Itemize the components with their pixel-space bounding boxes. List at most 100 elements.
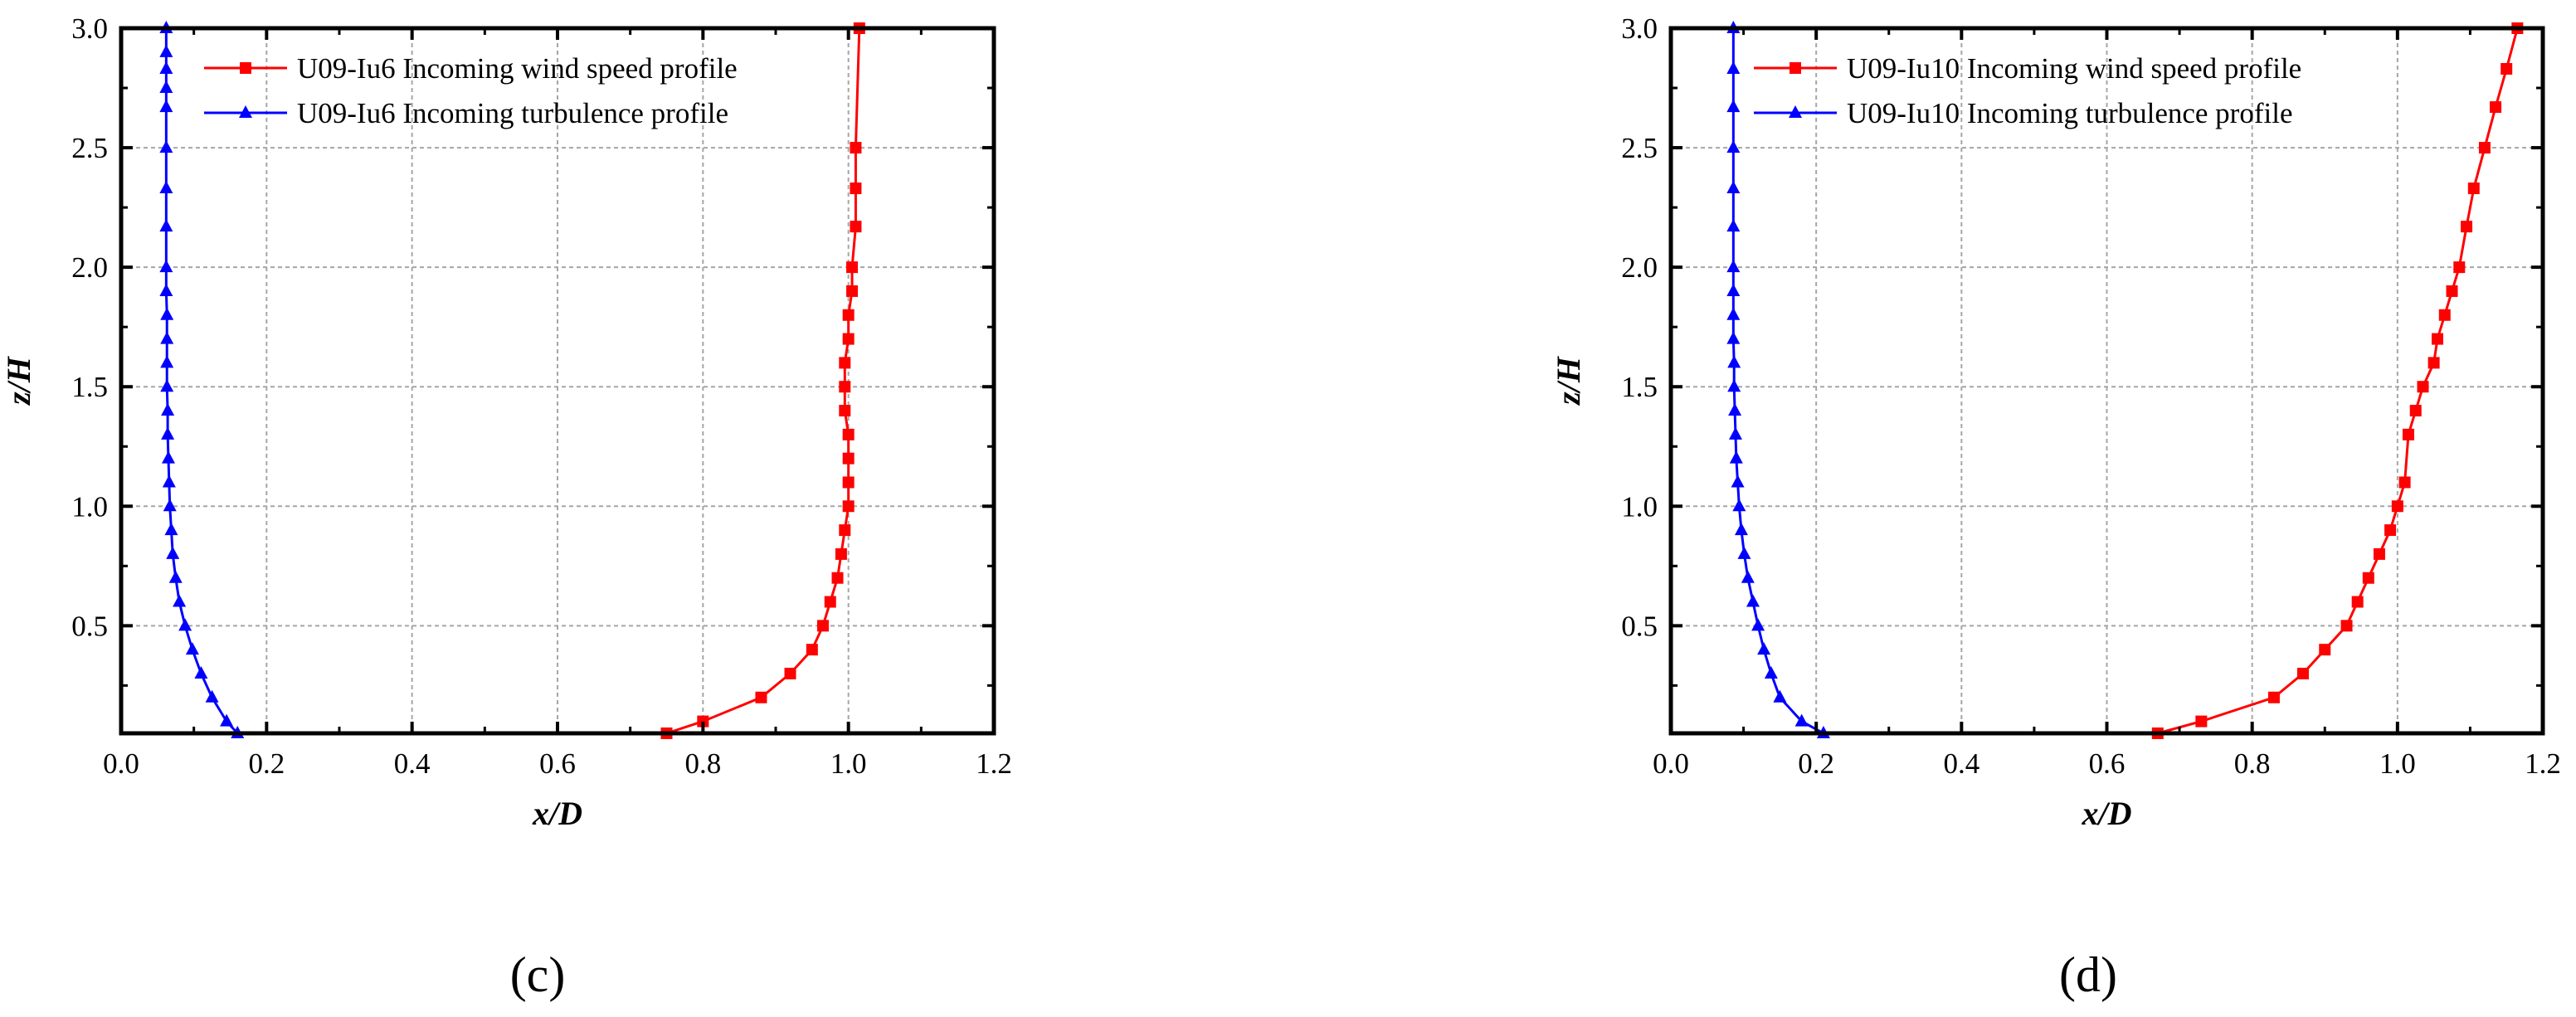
data-point	[1741, 570, 1755, 583]
x-tick-label: 1.0	[830, 747, 867, 780]
legend-marker	[1790, 62, 1801, 74]
data-point	[2296, 667, 2309, 679]
series-line-2	[1731, 28, 1824, 735]
y-tick-label: 1.5	[1621, 371, 1658, 403]
data-point	[839, 405, 851, 417]
y-tick-label: 1.0	[1621, 490, 1658, 523]
chart-panel-2: 0.0 0.2 0.4 0.6 0.8 1.0 1.2 0.5 1.0 1.5 2.0 2.5 3.0 x…	[1550, 12, 2561, 1002]
x-tick-label: 1.2	[976, 747, 1012, 780]
data-point	[2438, 309, 2451, 321]
data-point	[163, 499, 177, 512]
legend-label: U09-Iu6 Incoming wind speed profile	[297, 52, 738, 85]
x-tick-label: 0.2	[248, 747, 285, 780]
data-point	[2351, 596, 2364, 608]
data-point	[159, 283, 173, 296]
y-axis-label: z/H	[1550, 355, 1587, 406]
data-point	[806, 644, 818, 656]
data-point	[850, 142, 862, 154]
data-point	[1729, 450, 1743, 464]
data-point	[842, 452, 855, 465]
data-point	[835, 547, 847, 560]
x-axis-label: x/D	[532, 795, 582, 832]
x-tick-label: 0.0	[103, 747, 139, 780]
x-tick-label: 0.8	[2234, 747, 2271, 780]
legend-label: U09-Iu10 Incoming wind speed profile	[1847, 52, 2301, 85]
data-point	[1726, 307, 1741, 320]
data-point	[2478, 142, 2491, 154]
y-tick-label: 2.0	[71, 251, 108, 284]
data-point	[2461, 221, 2473, 233]
data-point	[816, 620, 829, 632]
data-point	[842, 476, 855, 489]
data-point	[173, 594, 187, 607]
data-point	[850, 182, 862, 195]
data-point	[1751, 618, 1765, 631]
series-line-2	[164, 28, 239, 735]
data-point	[160, 355, 174, 368]
data-point	[842, 500, 855, 513]
y-tick-label: 1.0	[71, 490, 108, 523]
series-line-1	[2157, 27, 2519, 735]
data-point	[161, 450, 175, 464]
data-point	[1734, 523, 1748, 536]
data-point	[784, 667, 796, 679]
data-point	[697, 715, 709, 727]
data-point	[2490, 101, 2502, 114]
panel-label: (d)	[2059, 947, 2117, 1002]
data-point	[842, 309, 855, 321]
data-point	[1726, 61, 1741, 74]
x-axis-label: x/D	[2082, 795, 2132, 832]
data-point	[846, 261, 859, 274]
data-point	[1764, 665, 1778, 679]
data-point	[1726, 181, 1741, 194]
data-point	[824, 596, 836, 608]
data-point	[1726, 260, 1741, 273]
data-point	[159, 44, 173, 57]
data-point	[2373, 547, 2385, 560]
x-tick-label: 0.4	[394, 747, 431, 780]
data-point	[185, 642, 199, 655]
legend-marker	[1789, 105, 1802, 118]
y-tick-label: 0.5	[1621, 610, 1658, 642]
data-point	[1794, 713, 1809, 727]
data-point	[1731, 474, 1745, 488]
data-point	[2340, 620, 2353, 632]
x-tick-label: 1.2	[2525, 747, 2561, 780]
data-point	[842, 333, 855, 345]
x-tick-label: 0.2	[1798, 747, 1834, 780]
data-point	[2467, 182, 2480, 195]
data-point	[2417, 381, 2429, 393]
data-point	[1732, 499, 1746, 512]
data-point	[2453, 261, 2466, 274]
data-point	[2398, 476, 2411, 489]
x-tick-label: 0.6	[2089, 747, 2126, 780]
y-tick-label: 2.5	[71, 132, 108, 164]
data-point	[1773, 689, 1787, 703]
panel-label: (c)	[510, 947, 566, 1002]
y-axis-label: z/H	[0, 355, 37, 406]
data-point	[161, 426, 175, 440]
data-point	[1726, 100, 1741, 113]
data-point	[159, 61, 173, 74]
data-point	[1726, 331, 1741, 344]
data-point	[839, 381, 851, 393]
data-point	[160, 331, 174, 344]
legend-marker	[240, 62, 251, 74]
data-point	[755, 691, 767, 703]
data-point	[166, 546, 180, 559]
data-point	[160, 307, 174, 320]
data-point	[159, 260, 173, 273]
data-point	[178, 618, 192, 631]
data-point	[2427, 357, 2440, 369]
legend-marker	[239, 105, 252, 118]
data-point	[162, 474, 176, 488]
data-point	[159, 219, 173, 232]
data-point	[1726, 219, 1741, 232]
y-tick-label: 0.5	[71, 610, 108, 642]
data-point	[164, 523, 178, 536]
data-point	[1727, 355, 1741, 368]
y-tick-label: 3.0	[71, 12, 108, 45]
data-point	[160, 379, 174, 392]
data-point	[168, 570, 183, 583]
data-point	[2402, 428, 2414, 440]
